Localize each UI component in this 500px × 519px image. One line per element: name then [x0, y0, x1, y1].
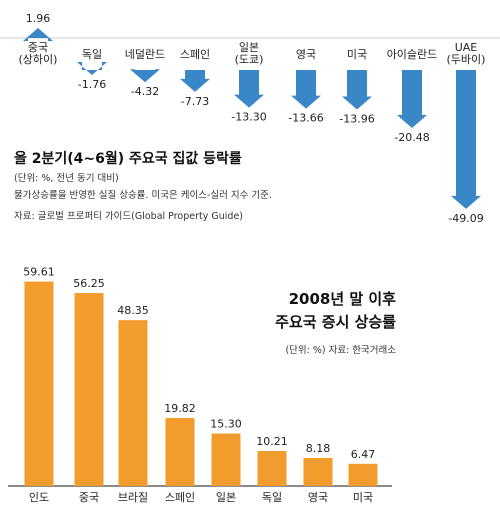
bar-arrow-down — [291, 70, 321, 109]
value-label: 1.96 — [26, 12, 51, 25]
value-label: 15.30 — [210, 418, 242, 431]
category-band — [0, 38, 500, 70]
bar-arrow-down — [130, 69, 160, 83]
chart-title: 올 2분기(4~6월) 주요국 집값 등락률 — [14, 150, 242, 167]
bar — [303, 457, 333, 486]
category-label: 인도 — [29, 491, 49, 504]
category-label: (도쿄) — [235, 53, 264, 66]
bar — [257, 450, 287, 486]
value-label: -20.48 — [394, 131, 429, 144]
value-label: 56.25 — [73, 277, 105, 290]
category-label: 스페인 — [180, 48, 210, 61]
bar-arrow-down — [180, 70, 210, 92]
category-label: 미국 — [347, 48, 367, 61]
bar — [211, 433, 241, 486]
category-label: (두바이) — [447, 53, 486, 66]
value-label: 6.47 — [351, 448, 376, 461]
category-label: UAE — [455, 41, 478, 54]
bar-arrow-down — [77, 61, 107, 75]
category-label: 독일 — [262, 490, 282, 504]
category-label: 아이슬란드 — [387, 48, 438, 61]
category-label: 중국 — [28, 41, 48, 54]
stock-market-chart: 59.61 인도 56.25 중국 48.35 브라질 19.82 스페인 15.30 일본 10.… — [8, 266, 397, 504]
chart-note: 물가상승률을 반영한 실질 상승률. 미국은 케이스-실러 지수 기준. — [14, 189, 272, 201]
value-label: -1.76 — [78, 78, 106, 91]
bar-arrow-down — [451, 70, 481, 209]
value-label: 8.18 — [306, 442, 331, 455]
bar — [348, 463, 378, 486]
bar-arrow-down — [234, 70, 264, 108]
category-label: 브라질 — [118, 491, 148, 504]
value-label: -13.30 — [231, 111, 266, 124]
category-label: 중국 — [79, 491, 99, 504]
chart-note: 자료: 글로벌 프로퍼티 가이드(Global Property Guide) — [14, 211, 243, 222]
category-label: 네덜란드 — [125, 48, 165, 61]
chart-title: 주요국 증시 상승률 — [275, 313, 396, 331]
bar-arrow-down — [342, 70, 372, 110]
bar — [118, 320, 148, 486]
value-label: -4.32 — [131, 85, 159, 98]
category-label: 영국 — [296, 48, 316, 61]
value-label: -13.96 — [339, 113, 374, 126]
value-label: -13.66 — [288, 112, 323, 125]
category-label: (상하이) — [19, 52, 58, 66]
chart-title: 2008년 말 이후 — [289, 290, 397, 308]
bar-arrow-down — [397, 70, 427, 128]
category-label: 독일 — [82, 47, 102, 61]
value-label: -49.09 — [448, 212, 483, 225]
category-label: 일본 — [239, 40, 259, 54]
housing-price-chart: 1.96 중국(상하이) -1.76 독일 -4.32 네덜란드 -7.73 스페인 -13.3… — [0, 12, 500, 225]
bar — [74, 293, 104, 486]
value-label: 10.21 — [256, 435, 288, 448]
chart-subtitle: (단위: %, 전년 동기 대비) — [14, 172, 119, 184]
category-label: 일본 — [216, 490, 236, 504]
value-label: -7.73 — [181, 95, 209, 108]
pane-separator — [0, 258, 500, 259]
value-label: 19.82 — [164, 402, 196, 415]
bar-arrow-up — [23, 28, 53, 42]
category-label: 미국 — [353, 491, 373, 504]
chart-subtitle: (단위: %) 자료: 한국거래소 — [285, 344, 396, 356]
category-label: 스페인 — [165, 491, 195, 504]
category-label: 영국 — [308, 491, 328, 504]
bar — [24, 281, 54, 486]
value-label: 59.61 — [23, 266, 55, 279]
value-label: 48.35 — [117, 304, 149, 317]
bar — [165, 418, 195, 486]
